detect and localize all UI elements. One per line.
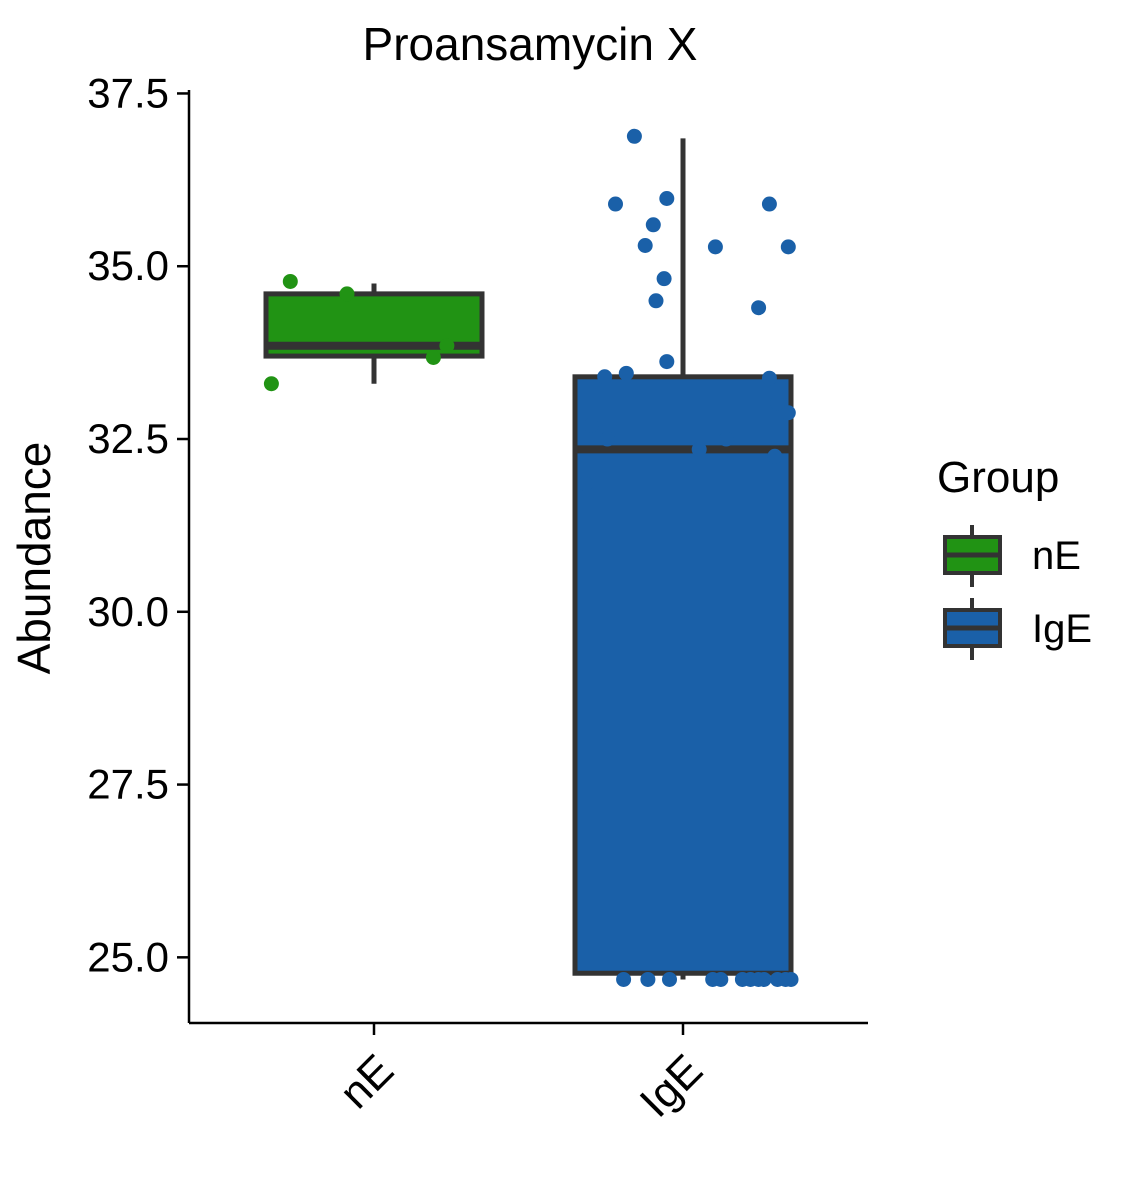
legend-label: nE bbox=[1032, 534, 1081, 578]
legend-entry-IgE: IgE bbox=[943, 598, 1092, 660]
x-tick-label: IgE bbox=[631, 1045, 712, 1126]
data-point bbox=[339, 286, 355, 302]
box-nE bbox=[263, 283, 485, 384]
y-tick-label: 37.5 bbox=[87, 69, 169, 116]
data-point bbox=[761, 196, 777, 212]
data-point bbox=[691, 441, 707, 457]
data-point bbox=[761, 370, 777, 386]
data-point bbox=[645, 217, 661, 233]
data-point bbox=[770, 395, 785, 411]
data-point bbox=[659, 191, 675, 207]
y-tick-label: 35.0 bbox=[87, 242, 169, 289]
x-axis-ticks: nE IgE bbox=[330, 1023, 712, 1127]
box-iqr bbox=[572, 374, 794, 976]
legend-title: Group bbox=[937, 453, 1059, 502]
y-axis-ticks: 25.0 27.5 30.0 32.5 35.0 37.5 bbox=[87, 69, 189, 980]
legend-label: IgE bbox=[1032, 607, 1092, 651]
boxes-layer bbox=[263, 138, 794, 980]
data-point bbox=[707, 239, 723, 255]
y-tick-label: 27.5 bbox=[87, 761, 169, 808]
y-axis-label: Abundance bbox=[8, 442, 60, 675]
data-point bbox=[648, 293, 664, 309]
data-point bbox=[640, 971, 656, 987]
chart-title: Proansamycin X bbox=[363, 18, 698, 70]
data-point bbox=[626, 128, 642, 144]
data-point bbox=[578, 476, 594, 492]
data-point bbox=[783, 971, 799, 987]
y-tick-label: 32.5 bbox=[87, 415, 169, 462]
data-point bbox=[659, 354, 675, 370]
data-point bbox=[767, 448, 783, 464]
data-point bbox=[637, 238, 653, 253]
data-point bbox=[425, 349, 441, 365]
data-point bbox=[713, 971, 729, 987]
y-tick-label: 25.0 bbox=[87, 933, 169, 980]
data-point bbox=[583, 417, 599, 433]
data-point bbox=[751, 300, 767, 316]
legend-entry-nE: nE bbox=[943, 525, 1081, 587]
data-point bbox=[282, 273, 298, 289]
data-point bbox=[780, 405, 796, 421]
data-point bbox=[608, 196, 623, 212]
data-point bbox=[780, 239, 796, 255]
data-point bbox=[618, 365, 634, 381]
data-point bbox=[718, 431, 734, 447]
legend-entries: nE IgE bbox=[943, 525, 1092, 660]
y-tick-label: 30.0 bbox=[87, 588, 169, 635]
points-layer bbox=[263, 128, 799, 987]
data-point bbox=[439, 338, 455, 354]
legend: Group nE IgE bbox=[937, 453, 1092, 660]
data-point bbox=[616, 971, 632, 987]
box-IgE bbox=[572, 138, 794, 980]
data-point bbox=[599, 431, 615, 447]
x-tick-label: nE bbox=[330, 1045, 403, 1118]
data-point bbox=[597, 369, 613, 385]
data-point bbox=[656, 271, 672, 287]
data-point bbox=[263, 376, 279, 392]
data-point bbox=[662, 971, 677, 987]
data-point bbox=[756, 971, 772, 987]
